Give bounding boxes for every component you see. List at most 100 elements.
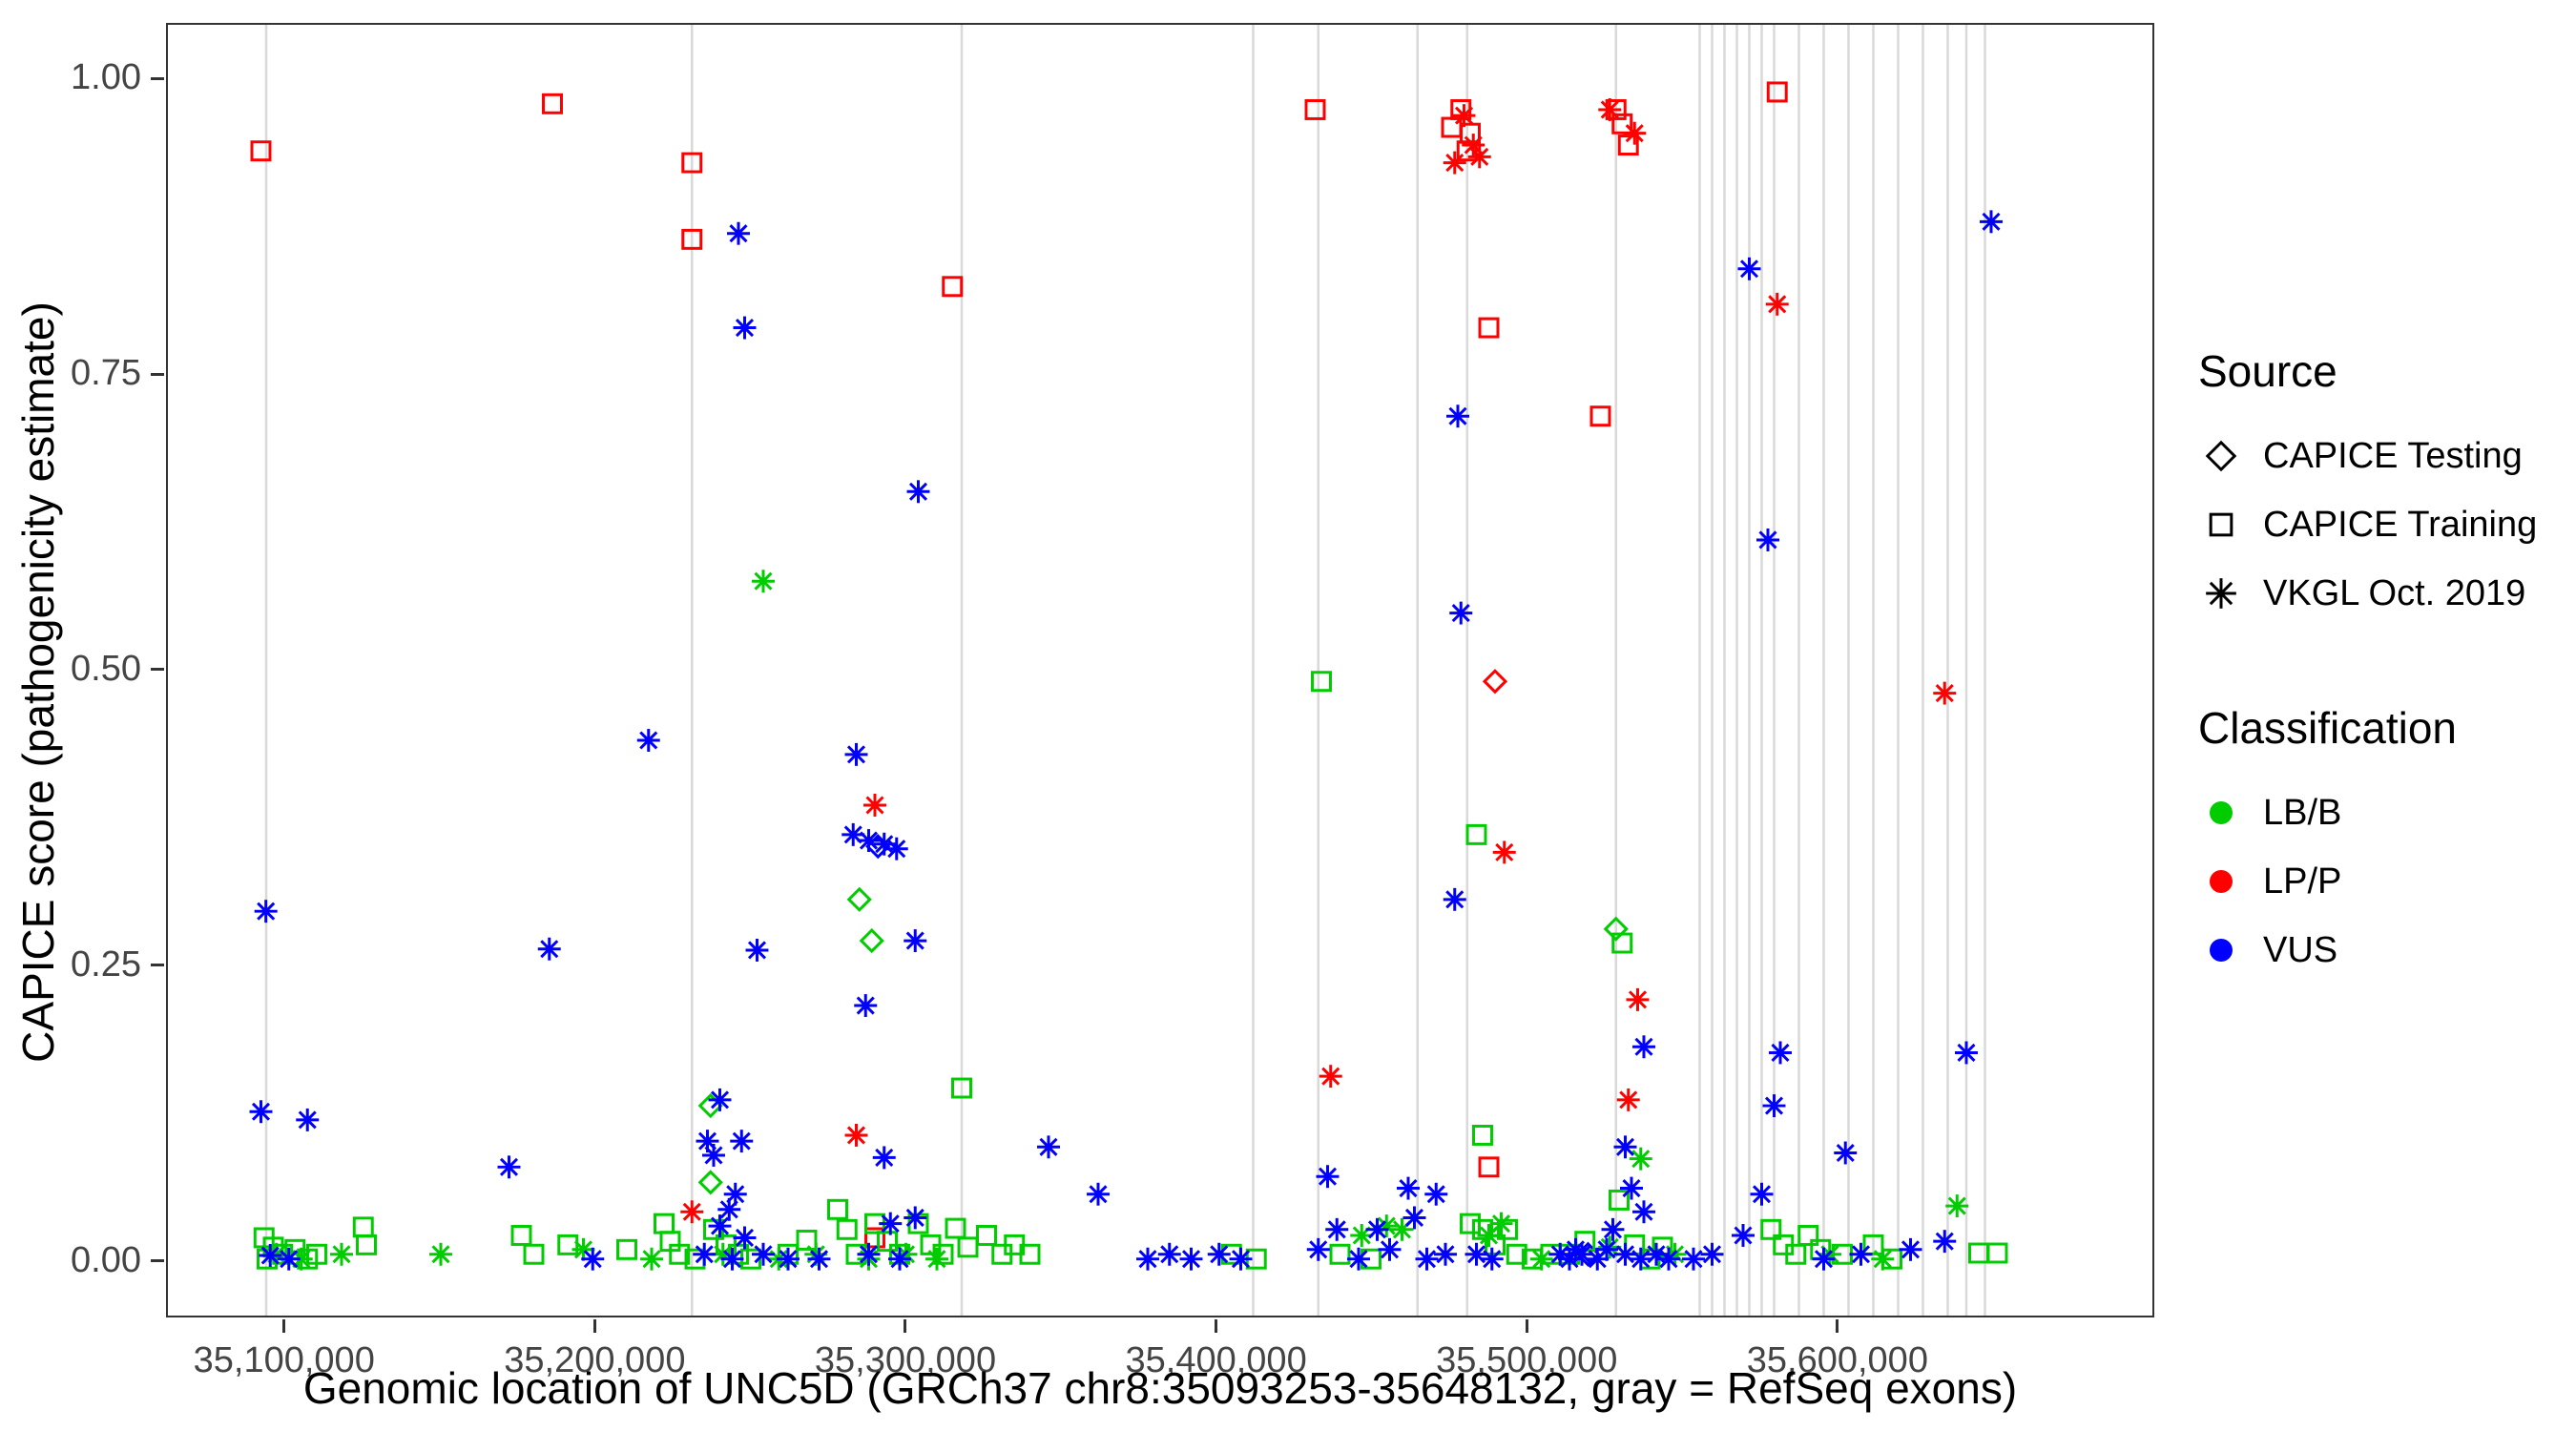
data-point [1465, 823, 1487, 845]
data-point [254, 900, 278, 923]
data-point [1478, 317, 1500, 339]
data-point [1465, 1242, 1488, 1266]
data-point [1482, 669, 1508, 695]
data-point [1365, 1217, 1389, 1241]
data-point [1609, 1189, 1630, 1211]
x-tick-mark [282, 1319, 286, 1333]
data-point [250, 140, 272, 162]
x-tick-label: 35,600,000 [1746, 1340, 1928, 1380]
data-point [1595, 1237, 1618, 1261]
data-point [708, 1214, 732, 1238]
data-point [844, 1123, 868, 1147]
data-point [1756, 528, 1779, 551]
data-point [1087, 1182, 1110, 1206]
data-point [1460, 1213, 1481, 1234]
data-point [1304, 98, 1326, 120]
data-point [1611, 932, 1633, 954]
data-point [1492, 840, 1516, 864]
data-point [717, 1197, 741, 1221]
legend-label: CAPICE Testing [2263, 435, 2523, 476]
legend-item-capice-testing: CAPICE Testing [2198, 422, 2570, 490]
data-point [1179, 1247, 1203, 1271]
data-point [859, 927, 884, 954]
x-tick-label: 35,500,000 [1436, 1340, 1618, 1380]
data-point [888, 1247, 911, 1271]
data-point [1306, 1237, 1330, 1261]
data-point [1446, 404, 1469, 428]
data-point [1397, 1176, 1420, 1200]
data-point [352, 1216, 374, 1238]
legend: Source CAPICE Testing CAPICE Training [2198, 345, 2570, 985]
legend-classification-title: Classification [2198, 703, 2457, 753]
x-axis-title: Genomic location of UNC5D (GRCh37 chr8:3… [302, 1363, 2018, 1413]
x-tick-label: 35,200,000 [504, 1340, 686, 1380]
data-point [1617, 135, 1639, 156]
data-point [1452, 104, 1476, 128]
data-point [1443, 887, 1466, 911]
data-point [857, 1242, 881, 1266]
data-point [1415, 1247, 1439, 1271]
data-point [510, 1225, 532, 1246]
data-point [879, 1212, 903, 1235]
data-point [1980, 210, 2003, 234]
data-point [296, 1108, 320, 1131]
data-point [249, 1100, 273, 1124]
data-point [807, 1247, 831, 1271]
y-tick-label: 1.00 [71, 57, 141, 98]
data-point [1766, 81, 1788, 103]
x-tick-mark [1525, 1319, 1528, 1333]
data-point [884, 837, 908, 861]
data-point [1797, 1225, 1819, 1246]
y-tick-label: 0.25 [71, 944, 141, 985]
data-point [1899, 1237, 1922, 1261]
x-tick-mark [904, 1319, 907, 1333]
data-point [1347, 1247, 1370, 1271]
data-point [680, 1200, 704, 1224]
data-point [1945, 1194, 1969, 1218]
data-point [1019, 1243, 1041, 1265]
data-point [1785, 1243, 1807, 1265]
data-point [1760, 1218, 1782, 1240]
data-point [925, 1247, 948, 1271]
data-point [708, 1088, 732, 1111]
y-tick-mark [151, 668, 164, 672]
data-point [1737, 257, 1761, 280]
data-point [945, 1217, 966, 1239]
data-point [1136, 1247, 1159, 1271]
x-tick-label: 35,100,000 [193, 1340, 375, 1380]
data-point [796, 1229, 818, 1251]
green-dot-icon [2198, 790, 2244, 836]
data-point [581, 1247, 605, 1271]
legend-item-vkgl: VKGL Oct. 2019 [2198, 559, 2570, 628]
legend-source-title: Source [2198, 346, 2337, 396]
data-point [697, 1170, 723, 1195]
legend-item-capice-training: CAPICE Training [2198, 490, 2570, 559]
x-tick-mark [592, 1319, 596, 1333]
plot-panel [166, 23, 2154, 1317]
x-tick-mark [1836, 1319, 1839, 1333]
square-marker-icon [2198, 502, 2244, 548]
data-point [1478, 1156, 1500, 1178]
x-tick-label: 35,300,000 [814, 1340, 997, 1380]
x-tick-mark [1215, 1319, 1218, 1333]
data-point [752, 1242, 775, 1266]
data-point [681, 228, 703, 250]
legend-label: VUS [2263, 929, 2338, 970]
data-point [1769, 1041, 1792, 1065]
data-point [844, 742, 868, 766]
y-tick-label: 0.50 [71, 648, 141, 689]
data-point [904, 1206, 927, 1230]
data-point [854, 994, 878, 1017]
data-point [1325, 1217, 1349, 1241]
data-point [1632, 1200, 1655, 1224]
data-point [523, 1243, 545, 1265]
data-point [1603, 916, 1629, 942]
data-point [1506, 1243, 1527, 1265]
data-point [906, 480, 930, 504]
data-point [1456, 140, 1478, 162]
legend-label: LB/B [2263, 792, 2342, 833]
data-point [976, 1225, 997, 1246]
data-point [1933, 1230, 1957, 1254]
legend-item-lpp: LP/P [2198, 847, 2570, 916]
data-point [1682, 1247, 1705, 1271]
